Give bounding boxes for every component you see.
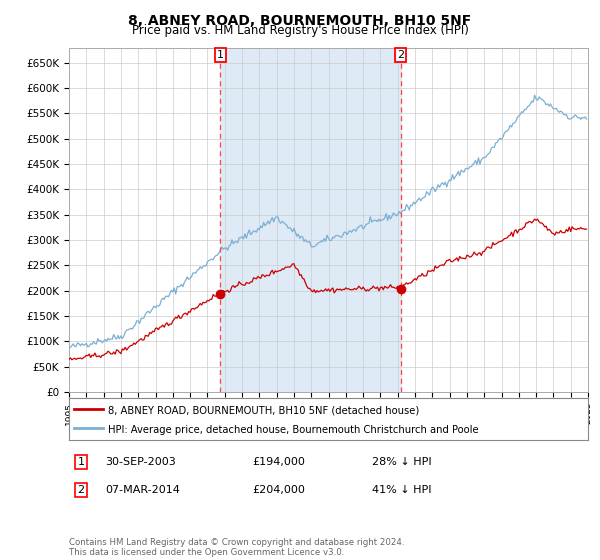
Text: 8, ABNEY ROAD, BOURNEMOUTH, BH10 5NF (detached house): 8, ABNEY ROAD, BOURNEMOUTH, BH10 5NF (de…	[108, 405, 419, 415]
Text: Price paid vs. HM Land Registry's House Price Index (HPI): Price paid vs. HM Land Registry's House …	[131, 24, 469, 37]
Text: 1: 1	[217, 50, 224, 60]
Text: 41% ↓ HPI: 41% ↓ HPI	[372, 485, 431, 495]
Bar	[220, 48, 401, 392]
Text: HPI: Average price, detached house, Bournemouth Christchurch and Poole: HPI: Average price, detached house, Bour…	[108, 424, 479, 435]
Text: Contains HM Land Registry data © Crown copyright and database right 2024.
This d: Contains HM Land Registry data © Crown c…	[69, 538, 404, 557]
Text: 2: 2	[77, 485, 85, 495]
Text: 30-SEP-2003: 30-SEP-2003	[105, 457, 176, 467]
Text: 28% ↓ HPI: 28% ↓ HPI	[372, 457, 431, 467]
Text: £194,000: £194,000	[252, 457, 305, 467]
Text: 2: 2	[397, 50, 404, 60]
Text: 8, ABNEY ROAD, BOURNEMOUTH, BH10 5NF: 8, ABNEY ROAD, BOURNEMOUTH, BH10 5NF	[128, 14, 472, 28]
Text: 1: 1	[77, 457, 85, 467]
Text: £204,000: £204,000	[252, 485, 305, 495]
Text: 07-MAR-2014: 07-MAR-2014	[105, 485, 180, 495]
